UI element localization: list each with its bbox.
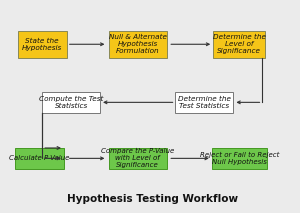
- FancyBboxPatch shape: [15, 148, 64, 169]
- Text: Hypothesis Testing Workflow: Hypothesis Testing Workflow: [67, 194, 238, 204]
- FancyBboxPatch shape: [109, 31, 167, 58]
- FancyBboxPatch shape: [42, 92, 100, 113]
- Text: Compare the P-Value
with Level of
Significance: Compare the P-Value with Level of Signif…: [101, 148, 174, 168]
- Text: Compute the Test
Statistics: Compute the Test Statistics: [39, 96, 103, 109]
- Text: Reject or Fail to Reject
Null Hypothesis: Reject or Fail to Reject Null Hypothesis: [200, 152, 279, 165]
- Text: Calculate P-Value: Calculate P-Value: [9, 155, 70, 161]
- Text: Null & Alternate
Hypothesis
Formulation: Null & Alternate Hypothesis Formulation: [109, 34, 167, 54]
- FancyBboxPatch shape: [17, 31, 67, 58]
- Text: Determine the
Test Statistics: Determine the Test Statistics: [178, 96, 231, 109]
- FancyBboxPatch shape: [109, 148, 167, 169]
- FancyBboxPatch shape: [213, 31, 265, 58]
- Text: Determine the
Level of
Significance: Determine the Level of Significance: [213, 34, 266, 54]
- Text: State the
Hypothesis: State the Hypothesis: [22, 38, 62, 51]
- FancyBboxPatch shape: [212, 148, 267, 169]
- FancyBboxPatch shape: [176, 92, 233, 113]
